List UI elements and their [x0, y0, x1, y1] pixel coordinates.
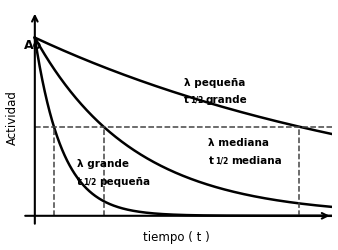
Text: 1/2: 1/2 — [83, 178, 97, 186]
Text: t: t — [184, 95, 189, 105]
Text: λ pequeña: λ pequeña — [184, 78, 245, 88]
Text: grande: grande — [206, 95, 248, 105]
Text: 1/2: 1/2 — [215, 156, 228, 165]
Text: Ao: Ao — [24, 40, 42, 52]
Text: t: t — [209, 156, 213, 166]
Text: t: t — [77, 177, 82, 187]
Text: mediana: mediana — [231, 156, 282, 166]
Y-axis label: Actividad: Actividad — [5, 90, 19, 145]
X-axis label: tiempo ( t ): tiempo ( t ) — [143, 232, 210, 244]
Text: pequeña: pequeña — [99, 177, 150, 187]
Text: λ grande: λ grande — [77, 160, 129, 170]
Text: λ mediana: λ mediana — [209, 138, 269, 148]
Text: 1/2: 1/2 — [190, 96, 203, 104]
